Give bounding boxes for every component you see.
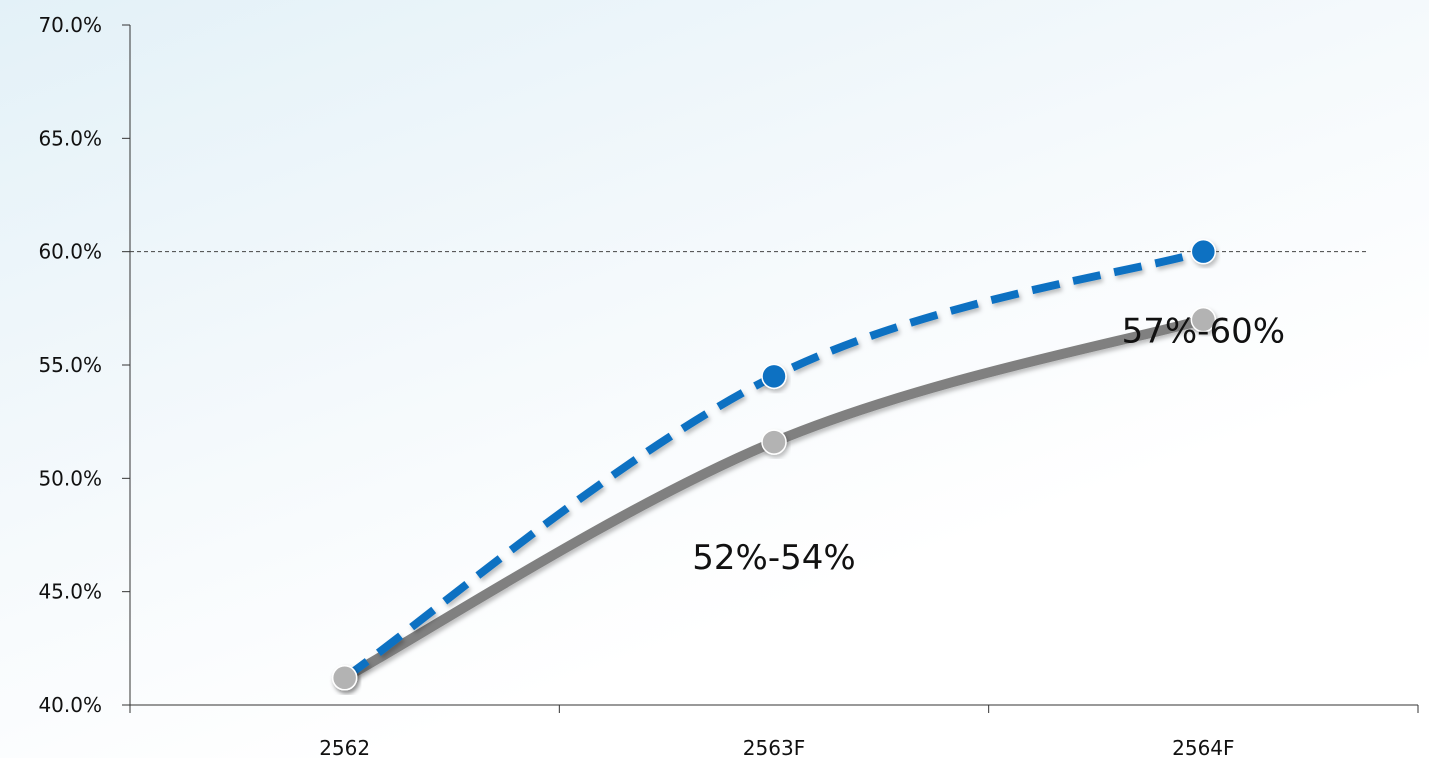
series-1-point bbox=[1190, 306, 1217, 333]
x-tick-label: 2562 bbox=[319, 736, 370, 758]
x-tick-label: 2564F bbox=[1172, 736, 1234, 758]
series-2-point bbox=[761, 363, 787, 390]
y-tick-label: 55.0% bbox=[38, 353, 102, 377]
y-tick-label: 45.0% bbox=[38, 580, 102, 604]
annotation-label: 52%-54% bbox=[692, 538, 855, 578]
y-tick-label: 70.0% bbox=[38, 13, 102, 37]
axes: 40.0% 45.0% 50.0% 55.0% 60.0% 65.0% 70.0% 2562 2… bbox=[38, 13, 1419, 758]
y-tick-label: 65.0% bbox=[38, 126, 102, 150]
series-1-point bbox=[331, 665, 358, 691]
annotation-label: 57%-60% bbox=[1122, 311, 1285, 351]
x-tick-label: 2563F bbox=[743, 736, 805, 758]
series-1-point bbox=[761, 429, 787, 455]
series-2-point bbox=[1190, 238, 1217, 265]
y-tick-label: 60.0% bbox=[38, 240, 102, 264]
series-line-2 bbox=[342, 247, 1205, 682]
y-tick-label: 50.0% bbox=[38, 466, 102, 490]
y-tick-label: 40.0% bbox=[38, 693, 102, 717]
annotations: 52%-54% 57%-60% bbox=[692, 311, 1285, 578]
series-group bbox=[331, 238, 1217, 691]
